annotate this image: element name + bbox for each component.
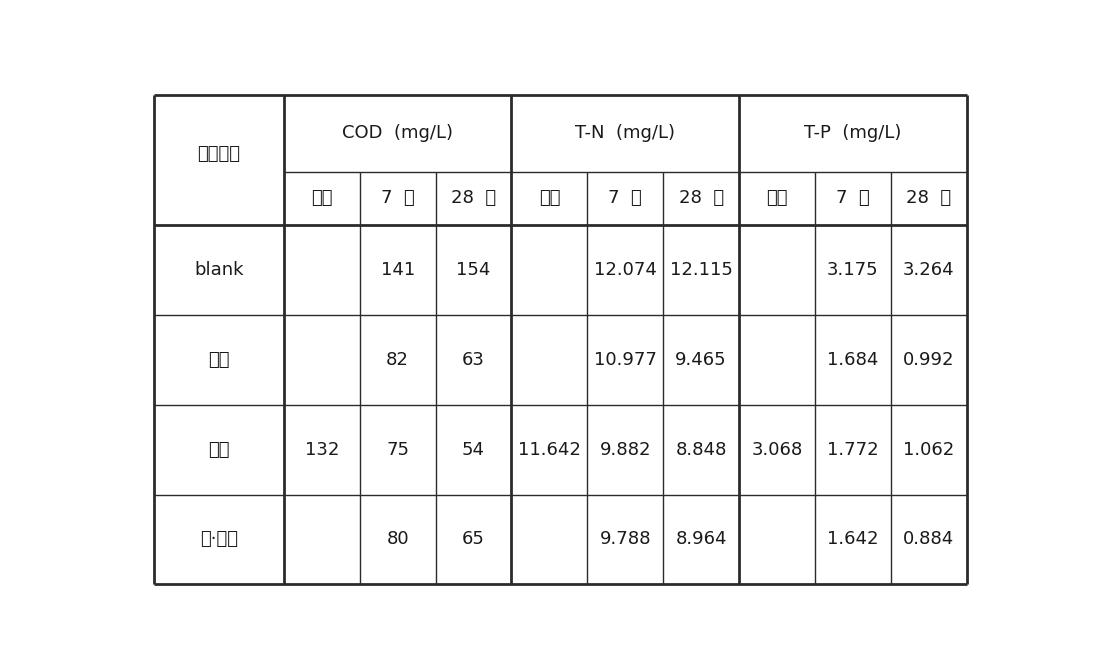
Text: 초기: 초기 <box>312 190 332 208</box>
Text: 80: 80 <box>386 530 409 548</box>
Text: 11.642: 11.642 <box>518 441 580 459</box>
Text: 12.115: 12.115 <box>670 261 732 280</box>
Text: 투·보수: 투·보수 <box>200 530 238 548</box>
Text: 1.772: 1.772 <box>827 441 879 459</box>
Text: blank: blank <box>195 261 244 280</box>
Text: 154: 154 <box>457 261 491 280</box>
Text: COD  (mg/L): COD (mg/L) <box>342 124 454 142</box>
Text: 9.465: 9.465 <box>675 351 727 369</box>
Text: 8.964: 8.964 <box>675 530 727 548</box>
Text: 28  일: 28 일 <box>906 190 951 208</box>
Text: 3.068: 3.068 <box>751 441 802 459</box>
Text: 3.175: 3.175 <box>827 261 879 280</box>
Text: 141: 141 <box>380 261 415 280</box>
Text: T-N  (mg/L): T-N (mg/L) <box>575 124 675 142</box>
Text: 75: 75 <box>386 441 409 459</box>
Text: 82: 82 <box>386 351 409 369</box>
Text: 7  일: 7 일 <box>836 190 870 208</box>
Text: 0.884: 0.884 <box>903 530 954 548</box>
Text: 보수: 보수 <box>208 441 230 459</box>
Text: T-P  (mg/L): T-P (mg/L) <box>804 124 902 142</box>
Text: 28  일: 28 일 <box>451 190 496 208</box>
Text: 9.882: 9.882 <box>600 441 651 459</box>
Text: 63: 63 <box>462 351 485 369</box>
Text: 투수: 투수 <box>208 351 230 369</box>
Text: 3.264: 3.264 <box>903 261 954 280</box>
Text: 1.642: 1.642 <box>827 530 879 548</box>
Text: 65: 65 <box>462 530 485 548</box>
Text: 1.684: 1.684 <box>827 351 879 369</box>
Text: 28  일: 28 일 <box>679 190 724 208</box>
Text: 시료구분: 시료구분 <box>197 144 240 163</box>
Text: 8.848: 8.848 <box>675 441 727 459</box>
Text: 초기: 초기 <box>539 190 560 208</box>
Text: 7  일: 7 일 <box>380 190 414 208</box>
Text: 12.074: 12.074 <box>593 261 657 280</box>
Text: 초기: 초기 <box>766 190 788 208</box>
Text: 54: 54 <box>462 441 485 459</box>
Text: 10.977: 10.977 <box>593 351 657 369</box>
Text: 9.788: 9.788 <box>600 530 651 548</box>
Text: 7  일: 7 일 <box>609 190 643 208</box>
Text: 0.992: 0.992 <box>903 351 954 369</box>
Text: 1.062: 1.062 <box>903 441 954 459</box>
Text: 132: 132 <box>305 441 339 459</box>
